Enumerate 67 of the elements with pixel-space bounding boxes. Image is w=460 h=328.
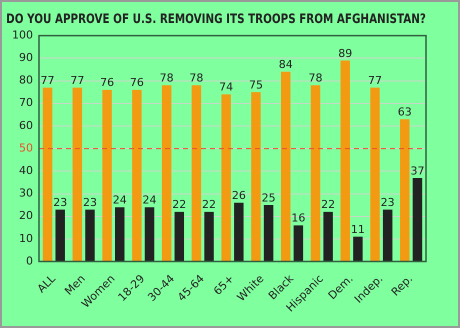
data-label: 76 xyxy=(100,76,114,90)
y-tick-label: 90 xyxy=(18,51,33,64)
data-label: 24 xyxy=(142,194,157,207)
data-label: 78 xyxy=(308,72,322,85)
bar xyxy=(340,60,350,262)
data-label: 37 xyxy=(410,164,424,178)
bar xyxy=(204,212,214,262)
bar xyxy=(280,72,290,262)
data-label: 63 xyxy=(398,106,412,119)
data-label: 77 xyxy=(368,74,382,87)
bar xyxy=(221,94,231,262)
data-label: 23 xyxy=(380,196,395,209)
bar xyxy=(144,207,154,262)
data-label: 78 xyxy=(160,72,174,85)
bar xyxy=(55,210,65,262)
data-label: 23 xyxy=(53,196,68,209)
bar xyxy=(72,88,82,262)
data-label: 11 xyxy=(350,223,365,236)
data-label: 22 xyxy=(202,198,216,212)
y-tick-label: 80 xyxy=(18,74,33,87)
y-tick-label: 20 xyxy=(18,209,33,222)
data-label: 77 xyxy=(70,74,84,87)
data-label: 23 xyxy=(82,196,97,209)
data-label: 78 xyxy=(189,72,204,85)
y-tick-label: 30 xyxy=(18,186,33,200)
x-tick-label: ALL xyxy=(34,272,59,296)
data-label: 76 xyxy=(130,76,144,90)
bar xyxy=(382,210,392,262)
bar xyxy=(323,212,333,262)
bar xyxy=(192,85,202,262)
x-tick-label: Rep. xyxy=(388,272,416,299)
data-label: 25 xyxy=(262,191,276,204)
bar xyxy=(264,205,274,262)
y-tick-label: 100 xyxy=(12,28,33,42)
bar xyxy=(234,202,244,262)
y-tick-label: 10 xyxy=(18,232,33,245)
bar xyxy=(310,85,320,262)
data-label: 24 xyxy=(112,194,127,207)
data-label: 22 xyxy=(172,198,186,212)
data-label: 84 xyxy=(278,58,293,72)
data-label: 22 xyxy=(321,198,336,212)
y-tick-label: 40 xyxy=(18,164,33,178)
data-label: 89 xyxy=(338,46,352,60)
data-label: 16 xyxy=(291,212,306,225)
y-tick-label: 60 xyxy=(18,118,33,132)
bar xyxy=(162,85,172,262)
bar xyxy=(115,207,124,262)
bar xyxy=(174,212,184,262)
y-tick-label: 50 xyxy=(18,141,33,154)
bar xyxy=(370,88,380,262)
y-tick-label: 70 xyxy=(18,96,33,110)
data-label: 77 xyxy=(40,74,55,87)
chart-title: DO YOU APPROVE OF U.S. REMOVING ITS TROOPS FROM AFGHANISTAN? xyxy=(6,10,426,26)
x-tick-label: 65+ xyxy=(211,272,237,298)
bar xyxy=(102,90,112,262)
bar xyxy=(400,119,410,262)
data-label: 26 xyxy=(232,189,246,202)
bar xyxy=(412,178,422,262)
y-tick-label: 0 xyxy=(26,254,33,268)
bar xyxy=(42,88,52,262)
bar xyxy=(85,210,95,262)
bar xyxy=(132,90,142,262)
bar xyxy=(294,225,304,262)
bar xyxy=(353,236,363,262)
bar xyxy=(251,92,261,262)
data-label: 74 xyxy=(219,80,234,94)
data-label: 75 xyxy=(248,78,263,92)
